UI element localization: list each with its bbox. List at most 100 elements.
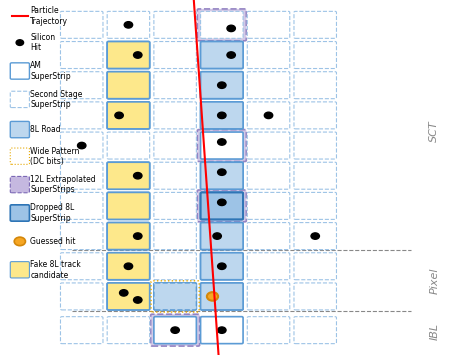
FancyBboxPatch shape — [198, 190, 247, 222]
Text: Particle
Trajectory: Particle Trajectory — [30, 6, 68, 26]
FancyBboxPatch shape — [154, 162, 197, 189]
FancyBboxPatch shape — [107, 283, 149, 310]
FancyBboxPatch shape — [107, 72, 149, 99]
FancyBboxPatch shape — [107, 317, 149, 344]
Circle shape — [227, 52, 235, 58]
Text: AM
SuperStrip: AM SuperStrip — [30, 61, 71, 81]
FancyBboxPatch shape — [107, 132, 149, 159]
FancyBboxPatch shape — [107, 11, 149, 38]
FancyBboxPatch shape — [201, 42, 243, 69]
Circle shape — [218, 169, 226, 175]
Circle shape — [171, 327, 179, 333]
FancyBboxPatch shape — [10, 205, 29, 221]
FancyBboxPatch shape — [154, 72, 197, 99]
Circle shape — [134, 173, 142, 179]
Circle shape — [264, 112, 273, 119]
FancyBboxPatch shape — [201, 11, 243, 38]
FancyBboxPatch shape — [248, 283, 290, 310]
FancyBboxPatch shape — [107, 72, 149, 99]
FancyBboxPatch shape — [294, 42, 336, 69]
Text: Guessed hit: Guessed hit — [30, 237, 76, 246]
FancyBboxPatch shape — [201, 132, 243, 159]
FancyBboxPatch shape — [201, 192, 243, 219]
FancyBboxPatch shape — [107, 253, 149, 280]
FancyBboxPatch shape — [201, 223, 243, 250]
FancyBboxPatch shape — [248, 11, 290, 38]
FancyBboxPatch shape — [60, 72, 103, 99]
FancyBboxPatch shape — [60, 162, 103, 189]
FancyBboxPatch shape — [107, 223, 149, 250]
FancyBboxPatch shape — [248, 132, 290, 159]
FancyBboxPatch shape — [154, 11, 197, 38]
Circle shape — [16, 40, 23, 45]
FancyBboxPatch shape — [201, 283, 243, 310]
FancyBboxPatch shape — [10, 63, 29, 79]
FancyBboxPatch shape — [201, 192, 243, 219]
FancyBboxPatch shape — [107, 102, 149, 129]
Text: Second Stage
SuperStrip: Second Stage SuperStrip — [30, 90, 83, 109]
FancyBboxPatch shape — [154, 283, 197, 310]
FancyBboxPatch shape — [60, 11, 103, 38]
FancyBboxPatch shape — [201, 192, 243, 219]
Text: 8L Road: 8L Road — [30, 125, 61, 134]
FancyBboxPatch shape — [154, 132, 197, 159]
FancyBboxPatch shape — [107, 162, 149, 189]
FancyBboxPatch shape — [248, 72, 290, 99]
FancyBboxPatch shape — [107, 42, 149, 69]
FancyBboxPatch shape — [294, 283, 336, 310]
FancyBboxPatch shape — [198, 9, 247, 41]
FancyBboxPatch shape — [248, 102, 290, 129]
FancyBboxPatch shape — [201, 223, 243, 250]
FancyBboxPatch shape — [107, 42, 149, 69]
FancyBboxPatch shape — [248, 192, 290, 219]
FancyBboxPatch shape — [60, 102, 103, 129]
Circle shape — [218, 112, 226, 119]
Circle shape — [311, 233, 319, 239]
FancyBboxPatch shape — [107, 253, 149, 280]
FancyBboxPatch shape — [201, 253, 243, 280]
Circle shape — [218, 199, 226, 206]
FancyBboxPatch shape — [154, 223, 197, 250]
FancyBboxPatch shape — [154, 283, 197, 310]
FancyBboxPatch shape — [10, 176, 29, 193]
Circle shape — [218, 327, 226, 333]
FancyBboxPatch shape — [154, 253, 197, 280]
FancyBboxPatch shape — [201, 102, 243, 129]
FancyBboxPatch shape — [10, 262, 29, 278]
FancyBboxPatch shape — [60, 132, 103, 159]
Circle shape — [134, 233, 142, 239]
FancyBboxPatch shape — [107, 192, 149, 219]
Circle shape — [207, 292, 218, 301]
FancyBboxPatch shape — [107, 102, 149, 129]
FancyBboxPatch shape — [107, 283, 149, 310]
FancyBboxPatch shape — [107, 192, 149, 219]
Circle shape — [78, 142, 86, 149]
FancyBboxPatch shape — [60, 223, 103, 250]
FancyBboxPatch shape — [201, 283, 243, 310]
FancyBboxPatch shape — [151, 314, 200, 346]
FancyBboxPatch shape — [154, 317, 197, 344]
Text: 12L Extrapolated
SuperStrips: 12L Extrapolated SuperStrips — [30, 175, 96, 194]
FancyBboxPatch shape — [201, 72, 243, 99]
Circle shape — [120, 290, 128, 296]
Circle shape — [218, 82, 226, 88]
Text: SCT: SCT — [429, 121, 439, 142]
Text: Dropped 8L
SuperStrip: Dropped 8L SuperStrip — [30, 203, 75, 223]
Circle shape — [115, 112, 123, 119]
Circle shape — [124, 22, 133, 28]
FancyBboxPatch shape — [201, 317, 243, 344]
FancyBboxPatch shape — [201, 162, 243, 189]
Text: Fake 8L track
candidate: Fake 8L track candidate — [30, 260, 81, 279]
FancyBboxPatch shape — [10, 121, 29, 138]
Circle shape — [218, 139, 226, 145]
FancyBboxPatch shape — [248, 317, 290, 344]
Circle shape — [14, 237, 25, 246]
FancyBboxPatch shape — [294, 223, 336, 250]
FancyBboxPatch shape — [60, 317, 103, 344]
FancyBboxPatch shape — [154, 102, 197, 129]
FancyBboxPatch shape — [60, 253, 103, 280]
Circle shape — [218, 263, 226, 269]
FancyBboxPatch shape — [154, 42, 197, 69]
FancyBboxPatch shape — [198, 130, 247, 162]
Text: IBL: IBL — [429, 323, 439, 340]
